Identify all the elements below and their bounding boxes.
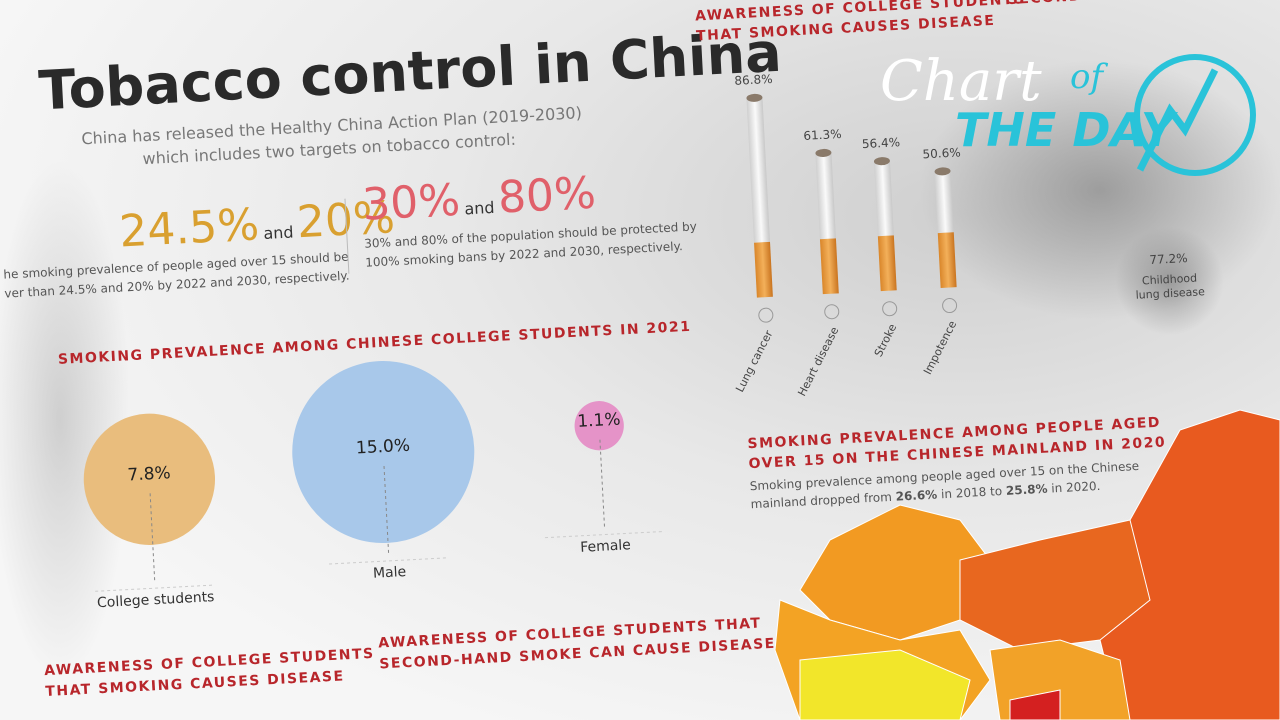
pointer bbox=[149, 493, 156, 583]
bubble bbox=[574, 401, 624, 451]
bubbles: 7.8% College students 15.0% Male 1.1% Female bbox=[83, 361, 665, 611]
bubble-value: 15.0% bbox=[356, 436, 411, 459]
cigarette-value: 61.3% bbox=[803, 127, 842, 143]
t: 24.5% bbox=[118, 199, 260, 257]
secondhand-label: Childhood bbox=[1142, 272, 1198, 288]
icon bbox=[882, 301, 898, 317]
baseline bbox=[544, 530, 665, 539]
icon bbox=[758, 307, 774, 323]
logo: Chart of THE DAY bbox=[880, 49, 1256, 176]
bubble-label: Male bbox=[373, 564, 407, 582]
cigarette-value: 50.6% bbox=[922, 145, 961, 161]
cigarette-filter bbox=[877, 235, 897, 292]
target-number: 30% and80% bbox=[361, 168, 597, 231]
cigarette bbox=[815, 148, 839, 295]
pointer bbox=[383, 465, 390, 555]
divider bbox=[344, 198, 350, 274]
cigarette-filter bbox=[937, 232, 957, 288]
bubble bbox=[83, 413, 216, 545]
cigarette-value: 86.8% bbox=[734, 72, 773, 88]
region bbox=[1009, 689, 1061, 720]
logo-of: of bbox=[1070, 57, 1108, 97]
cigarette-paper bbox=[746, 97, 771, 243]
logo-chart: Chart bbox=[880, 49, 1042, 114]
bubble-value: 1.1% bbox=[577, 410, 621, 432]
cigarette-filter bbox=[819, 238, 839, 295]
bubble-label: College students bbox=[97, 589, 215, 611]
smoke bbox=[0, 160, 130, 680]
cigarette-ash bbox=[815, 148, 832, 157]
cigarette bbox=[746, 93, 773, 298]
baseline bbox=[95, 584, 216, 592]
t: and bbox=[263, 222, 294, 243]
pointer bbox=[599, 439, 606, 529]
cigarette-paper bbox=[815, 152, 836, 240]
secondhand-value: 77.2% bbox=[1149, 251, 1188, 267]
t: in 2018 to bbox=[937, 484, 1006, 502]
cigarette-ash bbox=[934, 167, 951, 176]
region bbox=[959, 519, 1151, 651]
region bbox=[1099, 409, 1280, 720]
t: 80% bbox=[497, 168, 597, 224]
secondhand-label: lung disease bbox=[1135, 285, 1205, 302]
map bbox=[774, 409, 1280, 720]
cigarette-ash bbox=[746, 93, 763, 102]
smoke-bubble bbox=[1115, 226, 1224, 336]
region bbox=[799, 649, 971, 720]
cigarette-ash bbox=[873, 157, 890, 166]
t: 30% bbox=[361, 175, 461, 231]
cigarette bbox=[873, 157, 897, 292]
cigarette bbox=[934, 167, 957, 288]
cigarette-value: 56.4% bbox=[862, 135, 901, 151]
bubble-label: Female bbox=[580, 537, 631, 556]
logo-ring bbox=[1134, 54, 1256, 176]
icon bbox=[942, 298, 958, 314]
t: 25.8% bbox=[1006, 482, 1048, 498]
t: and bbox=[464, 198, 495, 219]
cigarette-filter bbox=[754, 241, 773, 298]
t: in 2020. bbox=[1047, 479, 1101, 496]
bubble-value: 7.8% bbox=[127, 463, 171, 485]
cigarette-paper bbox=[873, 160, 894, 237]
cigarette-paper bbox=[934, 170, 954, 234]
icon bbox=[824, 304, 840, 320]
logo-arrow bbox=[1136, 68, 1219, 172]
bubble bbox=[292, 361, 475, 544]
baseline bbox=[329, 557, 449, 565]
t: 26.6% bbox=[895, 487, 937, 503]
